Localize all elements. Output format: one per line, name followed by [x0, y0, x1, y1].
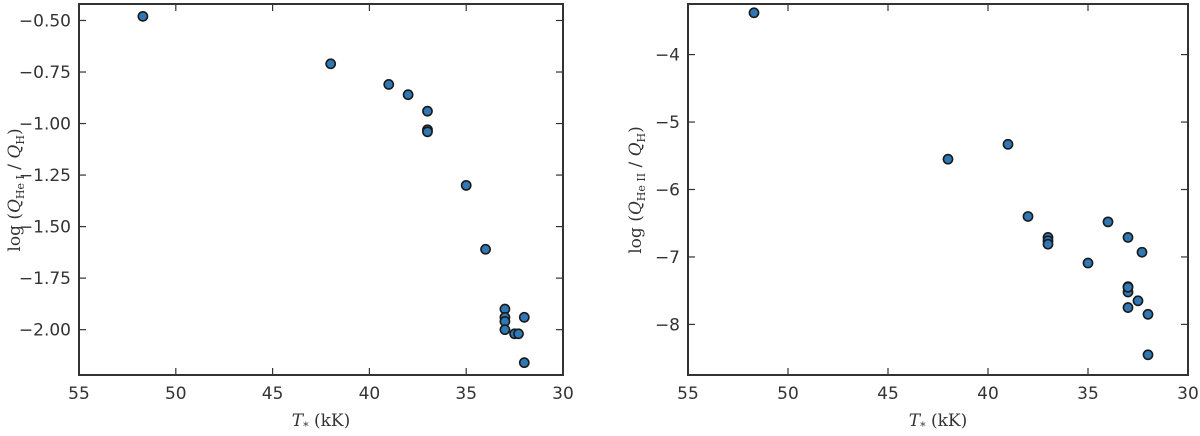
right-data-point: [1142, 308, 1154, 320]
left-scatter-panel: 55 50 45 40 35 30 −0.50 −0.75 −1.00 −1.25 −1.50 −1.…: [5, 3, 574, 433]
right-x-tick-label: 40: [977, 384, 999, 404]
right-data-point: [1132, 295, 1144, 307]
right-ticks: 55 50 45 40 35 30 −4 −5 −6 −7 −8: [655, 4, 1199, 404]
right-x-axis-label: T* (kK): [909, 411, 968, 433]
right-y-tick-label: −5: [655, 113, 680, 133]
right-x-tick-label: 30: [1177, 384, 1199, 404]
left-y-tick-label: −0.75: [19, 63, 71, 83]
left-data-point: [480, 243, 491, 255]
right-data-point: [1002, 138, 1014, 150]
right-data-point: [1142, 349, 1154, 361]
right-scatter-panel: 55 50 45 40 35 30 −4 −5 −6 −7 −8 T* (kK) log (QHe …: [626, 3, 1199, 433]
left-data-point: [422, 105, 433, 117]
left-data-point: [518, 357, 530, 369]
left-y-tick-label: −0.50: [19, 11, 71, 31]
right-y-tick-label: −4: [655, 46, 680, 66]
right-data-point: [1136, 246, 1148, 258]
right-axes-frame: [687, 3, 1189, 376]
right-x-tick-label: 55: [677, 384, 699, 404]
right-data-point: [748, 7, 760, 19]
right-y-tick-label: −6: [655, 181, 680, 201]
left-data-point: [137, 10, 149, 22]
left-data-point: [383, 78, 395, 90]
left-y-tick-label: −2.00: [19, 321, 71, 341]
right-x-tick-label: 50: [777, 384, 799, 404]
right-data-point: [942, 153, 954, 165]
left-x-axis-label: T* (kK): [292, 411, 351, 433]
right-y-axis-label: log (QHe II / QH): [626, 126, 648, 254]
left-data-point: [513, 328, 524, 340]
left-x-tick-label: 55: [68, 384, 90, 404]
left-axes-frame: [78, 3, 564, 376]
right-y-tick-label: −8: [655, 315, 680, 335]
left-data-point: [325, 58, 337, 70]
left-ticks: 55 50 45 40 35 30 −0.50 −0.75 −1.00 −1.25 −1.50 −1.…: [19, 4, 574, 404]
left-x-tick-label: 40: [359, 384, 381, 404]
left-y-tick-label: −1.50: [19, 218, 71, 238]
left-data-point: [422, 126, 433, 138]
left-data-point: [402, 89, 414, 101]
right-data-point: [1122, 281, 1134, 293]
left-y-tick-label: −1.25: [19, 166, 71, 186]
right-x-tick-label: 35: [1077, 384, 1099, 404]
right-data-point: [1022, 211, 1034, 222]
left-y-tick-label: −1.00: [19, 115, 71, 135]
right-data-point: [1082, 257, 1094, 269]
right-data-point: [1042, 238, 1054, 250]
left-x-tick-label: 35: [455, 384, 477, 404]
left-data-point: [499, 324, 511, 336]
right-data-point: [1122, 302, 1134, 313]
left-x-tick-label: 50: [165, 384, 187, 404]
left-data-point: [460, 179, 472, 191]
right-data-point: [1122, 231, 1134, 243]
left-x-tick-label: 30: [552, 384, 574, 404]
left-x-tick-label: 45: [262, 384, 284, 404]
left-y-axis-label: log (QHe I / QH): [5, 128, 27, 251]
right-data-point: [1102, 216, 1114, 228]
left-data-point: [518, 311, 530, 323]
left-data-points: [137, 10, 530, 369]
right-x-tick-label: 45: [877, 384, 899, 404]
right-data-points: [748, 7, 1154, 361]
right-y-tick-label: −7: [655, 248, 680, 268]
left-y-tick-label: −1.75: [19, 269, 71, 289]
